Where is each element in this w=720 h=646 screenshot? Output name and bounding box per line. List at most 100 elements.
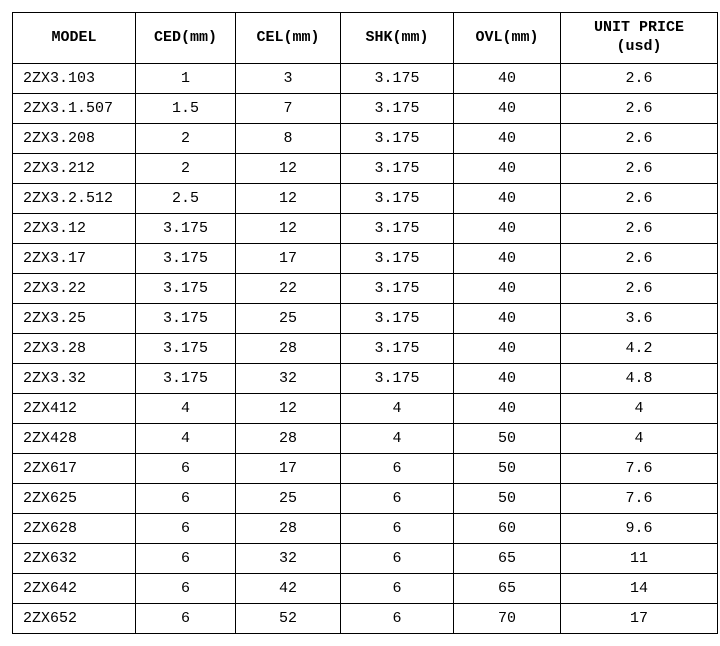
table-body: 2ZX3.103133.175402.62ZX3.1.5071.573.1754… [13, 64, 718, 634]
cell-ced: 6 [136, 604, 236, 634]
cell-shk: 6 [341, 544, 454, 574]
cell-cel: 22 [236, 274, 341, 304]
cell-cel: 12 [236, 154, 341, 184]
cell-price: 2.6 [561, 184, 718, 214]
table-row: 2ZX3.283.175283.175404.2 [13, 334, 718, 364]
cell-ovl: 50 [454, 484, 561, 514]
cell-shk: 3.175 [341, 244, 454, 274]
cell-price: 2.6 [561, 64, 718, 94]
cell-cel: 7 [236, 94, 341, 124]
table-row: 2ZX3.103133.175402.6 [13, 64, 718, 94]
cell-price: 4 [561, 424, 718, 454]
cell-cel: 28 [236, 424, 341, 454]
cell-ovl: 40 [454, 184, 561, 214]
cell-ovl: 70 [454, 604, 561, 634]
col-header-cel: CEL(mm) [236, 13, 341, 64]
cell-shk: 3.175 [341, 304, 454, 334]
cell-model: 2ZX3.212 [13, 154, 136, 184]
cell-ovl: 65 [454, 574, 561, 604]
table-row: 2ZX4124124404 [13, 394, 718, 424]
cell-ovl: 60 [454, 514, 561, 544]
header-row: MODEL CED(mm) CEL(mm) SHK(mm) OVL(mm) UN… [13, 13, 718, 64]
cell-shk: 6 [341, 514, 454, 544]
cell-ced: 3.175 [136, 214, 236, 244]
cell-ced: 2 [136, 124, 236, 154]
cell-shk: 3.175 [341, 124, 454, 154]
table-row: 2ZX3.2122123.175402.6 [13, 154, 718, 184]
cell-ovl: 40 [454, 304, 561, 334]
cell-shk: 3.175 [341, 154, 454, 184]
cell-ced: 2.5 [136, 184, 236, 214]
table-row: 2ZX3.123.175123.175402.6 [13, 214, 718, 244]
cell-cel: 52 [236, 604, 341, 634]
cell-model: 2ZX3.2.512 [13, 184, 136, 214]
cell-price: 2.6 [561, 124, 718, 154]
cell-cel: 32 [236, 364, 341, 394]
cell-cel: 12 [236, 394, 341, 424]
cell-price: 2.6 [561, 94, 718, 124]
cell-cel: 42 [236, 574, 341, 604]
cell-cel: 12 [236, 184, 341, 214]
cell-ced: 6 [136, 514, 236, 544]
table-row: 2ZX3.253.175253.175403.6 [13, 304, 718, 334]
cell-cel: 8 [236, 124, 341, 154]
cell-shk: 3.175 [341, 214, 454, 244]
cell-model: 2ZX625 [13, 484, 136, 514]
cell-shk: 6 [341, 484, 454, 514]
cell-cel: 17 [236, 454, 341, 484]
cell-price: 9.6 [561, 514, 718, 544]
cell-model: 2ZX652 [13, 604, 136, 634]
cell-price: 14 [561, 574, 718, 604]
cell-ced: 3.175 [136, 334, 236, 364]
table-row: 2ZX6286286609.6 [13, 514, 718, 544]
cell-model: 2ZX632 [13, 544, 136, 574]
cell-model: 2ZX3.25 [13, 304, 136, 334]
table-row: 2ZX4284284504 [13, 424, 718, 454]
cell-price: 11 [561, 544, 718, 574]
table-row: 2ZX64264266514 [13, 574, 718, 604]
cell-price: 4.8 [561, 364, 718, 394]
cell-cel: 25 [236, 484, 341, 514]
table-row: 2ZX6256256507.6 [13, 484, 718, 514]
cell-cel: 28 [236, 334, 341, 364]
cell-ovl: 40 [454, 274, 561, 304]
cell-price: 7.6 [561, 454, 718, 484]
cell-ced: 6 [136, 544, 236, 574]
cell-ced: 3.175 [136, 364, 236, 394]
cell-cel: 28 [236, 514, 341, 544]
cell-ovl: 40 [454, 64, 561, 94]
cell-ced: 6 [136, 574, 236, 604]
table-row: 2ZX3.323.175323.175404.8 [13, 364, 718, 394]
cell-ovl: 40 [454, 124, 561, 154]
table-row: 2ZX3.2.5122.5123.175402.6 [13, 184, 718, 214]
cell-ovl: 40 [454, 94, 561, 124]
cell-model: 2ZX3.1.507 [13, 94, 136, 124]
cell-ced: 3.175 [136, 274, 236, 304]
unit-price-line2: (usd) [563, 38, 715, 57]
table-row: 2ZX3.173.175173.175402.6 [13, 244, 718, 274]
cell-shk: 3.175 [341, 274, 454, 304]
cell-shk: 6 [341, 574, 454, 604]
cell-ced: 4 [136, 394, 236, 424]
cell-cel: 12 [236, 214, 341, 244]
spec-price-table: MODEL CED(mm) CEL(mm) SHK(mm) OVL(mm) UN… [12, 12, 718, 634]
cell-cel: 3 [236, 64, 341, 94]
table-row: 2ZX6176176507.6 [13, 454, 718, 484]
cell-model: 2ZX642 [13, 574, 136, 604]
cell-model: 2ZX617 [13, 454, 136, 484]
cell-ovl: 40 [454, 214, 561, 244]
cell-price: 4 [561, 394, 718, 424]
col-header-shk: SHK(mm) [341, 13, 454, 64]
cell-model: 2ZX3.208 [13, 124, 136, 154]
cell-ced: 6 [136, 454, 236, 484]
cell-ovl: 40 [454, 244, 561, 274]
cell-ovl: 40 [454, 394, 561, 424]
cell-model: 2ZX3.17 [13, 244, 136, 274]
cell-model: 2ZX3.32 [13, 364, 136, 394]
cell-price: 4.2 [561, 334, 718, 364]
table-row: 2ZX3.1.5071.573.175402.6 [13, 94, 718, 124]
cell-ced: 6 [136, 484, 236, 514]
col-header-unit-price: UNIT PRICE (usd) [561, 13, 718, 64]
cell-ovl: 40 [454, 364, 561, 394]
cell-shk: 3.175 [341, 184, 454, 214]
